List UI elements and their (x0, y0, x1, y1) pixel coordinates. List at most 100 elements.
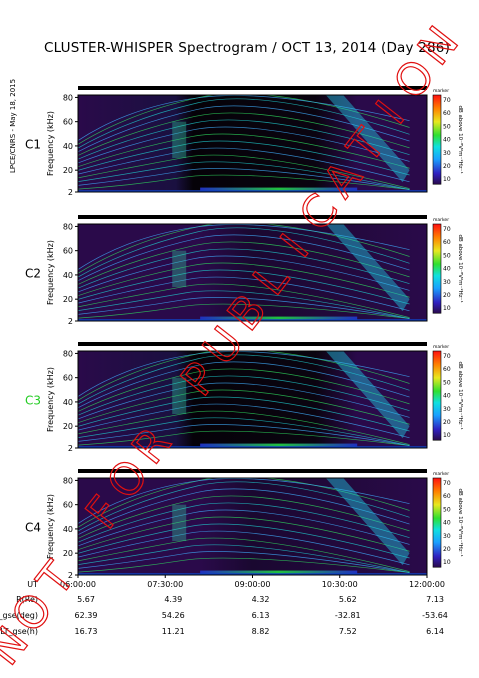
x-tick-label: 07:30:00 (147, 580, 183, 589)
x-axis: 06:00:00 07:30:00 09:00:00 10:30:00 12:00:00… (27, 575, 445, 589)
colorbar-tick-label: 20 (443, 292, 451, 299)
colorbar-tick-label: 70 (443, 97, 451, 104)
ephemeris-value: 5.62 (339, 595, 357, 604)
coverage-bar (78, 342, 427, 346)
y-tick-label: 40 (63, 398, 73, 407)
colorbar-tick-label: 70 (443, 353, 451, 360)
y-tick-label: 2 (68, 317, 73, 326)
panel-frame (77, 94, 428, 193)
colorbar-tick-label: 10 (443, 176, 451, 183)
colorbar-tick-label: 60 (443, 366, 451, 373)
colorbar-tick-label: 60 (443, 493, 451, 500)
colorbar-tick-label: 30 (443, 533, 451, 540)
y-tick-label: 2 (68, 188, 73, 197)
colorbar-tick-label: 20 (443, 419, 451, 426)
panel-label-c4: C4 (25, 521, 41, 535)
panel-frame (77, 350, 428, 449)
ephemeris-value: -32.81 (335, 611, 361, 620)
colorbar-tick-label: 50 (443, 506, 451, 513)
panels-group: 2 20 40 60 80 Frequency (kHz) C1 marker 10 20 30 40… (25, 86, 464, 580)
emission-lines (78, 478, 427, 575)
y-axis-label: Frequency (kHz) (46, 494, 55, 559)
colorbar-label: dB above 10⁻⁸V²m⁻²Hz⁻¹ (457, 105, 464, 173)
colorbar-tick-label: 70 (443, 226, 451, 233)
colorbar-tick-label: 10 (443, 432, 451, 439)
colorbar-label: dB above 10⁻⁸V²m⁻²Hz⁻¹ (457, 488, 464, 556)
panel-label-c2: C2 (25, 267, 41, 281)
y-tick-label: 2 (68, 571, 73, 580)
panel-label-c3: C3 (25, 394, 41, 408)
x-axis-label: UT (27, 580, 38, 589)
ephemeris-value: 7.13 (426, 595, 444, 604)
y-tick-label: 60 (63, 374, 73, 383)
colorbar-tick-label: 40 (443, 520, 451, 527)
page-title: CLUSTER-WHISPER Spectrogram / OCT 13, 20… (44, 40, 451, 56)
y-axis-label: Frequency (kHz) (46, 367, 55, 432)
y-tick-label: 2 (68, 444, 73, 453)
colorbar-tick-label: 30 (443, 406, 451, 413)
ephemeris-value: -53.64 (422, 611, 448, 620)
colorbar-label: dB above 10⁻⁸V²m⁻²Hz⁻¹ (457, 234, 464, 302)
y-tick-label: 80 (63, 93, 73, 102)
colorbar-tick-label: 20 (443, 163, 451, 170)
x-tick-label: 12:00:00 (409, 580, 445, 589)
panel-c3: 2 20 40 60 80 Frequency (kHz) C3 marker 10 20 30 40… (25, 342, 464, 453)
emission-lines (78, 224, 427, 321)
colorbar-label: dB above 10⁻⁸V²m⁻²Hz⁻¹ (457, 361, 464, 429)
colorbar-tick-label: 60 (443, 110, 451, 117)
side-note: LPCE/CNRS - May 18, 2015 (9, 79, 17, 173)
panel-c1: 2 20 40 60 80 Frequency (kHz) C1 marker 10 20 30 40… (25, 86, 464, 197)
emission-lines (78, 95, 427, 192)
ephemeris-value: 4.32 (252, 595, 270, 604)
colorbar-title: marker (433, 344, 449, 350)
ephemeris-value: 8.82 (252, 627, 270, 636)
coverage-bar (78, 86, 427, 90)
y-tick-label: 40 (63, 271, 73, 280)
ephemeris-value: 6.14 (426, 627, 444, 636)
y-tick-label: 20 (63, 422, 73, 431)
y-axis-label: Frequency (kHz) (46, 111, 55, 176)
ephemeris-table: R(Re) 5.67 4.39 4.32 5.62 7.13 Lat_gse(deg) 62.… (0, 595, 448, 636)
colorbar-tick-label: 40 (443, 137, 451, 144)
y-tick-label: 60 (63, 247, 73, 256)
ephemeris-value: 16.73 (75, 627, 98, 636)
coverage-bar (78, 469, 427, 473)
ephemeris-label: R(Re) (16, 595, 38, 604)
colorbar-tick-label: 50 (443, 123, 451, 130)
side-note-text: LPCE/CNRS - May 18, 2015 (9, 79, 17, 173)
y-tick-label: 80 (63, 222, 73, 231)
colorbar-title: marker (433, 88, 449, 94)
panel-label-c1: C1 (25, 138, 41, 152)
colorbar (432, 94, 442, 185)
coverage-bar (78, 215, 427, 219)
colorbar-tick-label: 20 (443, 546, 451, 553)
y-tick-label: 20 (63, 166, 73, 175)
panel-c2: 2 20 40 60 80 Frequency (kHz) C2 marker 10 20 30 40… (25, 215, 464, 326)
colorbar-tick-label: 10 (443, 559, 451, 566)
ephemeris-value: 54.26 (162, 611, 185, 620)
y-tick-label: 40 (63, 525, 73, 534)
y-axis-label: Frequency (kHz) (46, 240, 55, 305)
ephemeris-label: LT_gse(h) (0, 627, 38, 636)
x-tick-label: 09:00:00 (235, 580, 271, 589)
colorbar (432, 223, 442, 314)
x-tick-label: 10:30:00 (322, 580, 358, 589)
colorbar-title: marker (433, 217, 449, 223)
colorbar-tick-label: 40 (443, 266, 451, 273)
colorbar-tick-label: 10 (443, 305, 451, 312)
y-tick-label: 40 (63, 142, 73, 151)
y-tick-label: 20 (63, 549, 73, 558)
ephemeris-value: 6.13 (252, 611, 270, 620)
colorbar-tick-label: 60 (443, 239, 451, 246)
colorbar-tick-label: 40 (443, 393, 451, 400)
y-tick-label: 80 (63, 349, 73, 358)
ephemeris-value: 4.39 (164, 595, 182, 604)
colorbar-tick-label: 30 (443, 150, 451, 157)
colorbar-tick-label: 50 (443, 252, 451, 259)
ephemeris-value: 5.67 (77, 595, 95, 604)
colorbar (432, 477, 442, 568)
panel-frame (77, 223, 428, 322)
panel-c4: 2 20 40 60 80 Frequency (kHz) C4 marker 10 20 30 40… (25, 469, 464, 580)
y-tick-label: 20 (63, 295, 73, 304)
